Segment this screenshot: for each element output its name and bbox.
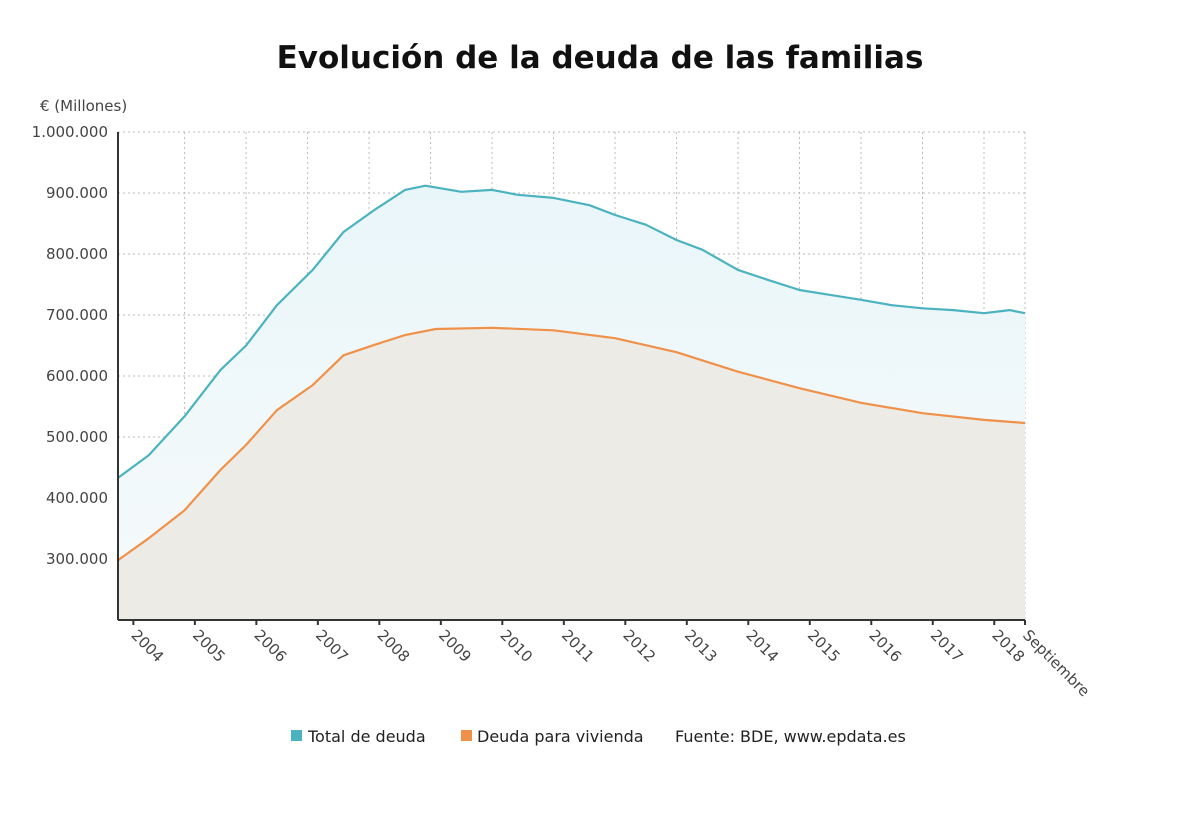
y-tick-label: 600.000 — [46, 367, 108, 385]
y-tick-label: 700.000 — [46, 306, 108, 324]
y-tick-label: 400.000 — [46, 489, 108, 507]
legend-label-vivienda: Deuda para vivienda — [477, 727, 644, 746]
x-tick-label: 2014 — [742, 626, 782, 666]
x-tick-label: 2018 — [988, 626, 1028, 666]
areas — [118, 186, 1025, 620]
x-tick-label: 2005 — [189, 626, 229, 666]
y-tick-label: 1.000.000 — [32, 123, 108, 141]
x-tick-label: 2013 — [681, 626, 721, 666]
source-note: Fuente: BDE, www.epdata.es — [675, 727, 906, 746]
x-tick-label: 2010 — [496, 626, 536, 666]
legend-label-total: Total de deuda — [307, 727, 426, 746]
legend: Total de deuda Deuda para vivienda Fuent… — [291, 727, 906, 746]
x-tick-label: 2004 — [128, 626, 168, 666]
x-tick-label: 2015 — [804, 626, 844, 666]
chart-title: Evolución de la deuda de las familias — [277, 40, 924, 76]
x-tick-label: 2017 — [927, 626, 967, 666]
x-tick-label: 2009 — [435, 626, 475, 666]
x-tick-label: Septiembre — [1019, 626, 1093, 700]
y-tick-label: 500.000 — [46, 428, 108, 446]
x-tick-label: 2006 — [251, 626, 291, 666]
y-tick-label: 800.000 — [46, 245, 108, 263]
x-tick-label: 2011 — [558, 626, 598, 666]
x-tick-label: 2008 — [374, 626, 414, 666]
x-tick-label: 2016 — [865, 626, 905, 666]
y-tick-label: 300.000 — [46, 550, 108, 568]
x-tick-label: 2007 — [312, 626, 352, 666]
y-axis-label: € (Millones) — [40, 97, 127, 115]
x-tick-label: 2012 — [619, 626, 659, 666]
legend-swatch-vivienda — [461, 730, 472, 741]
legend-swatch-total — [291, 730, 302, 741]
y-tick-label: 900.000 — [46, 184, 108, 202]
